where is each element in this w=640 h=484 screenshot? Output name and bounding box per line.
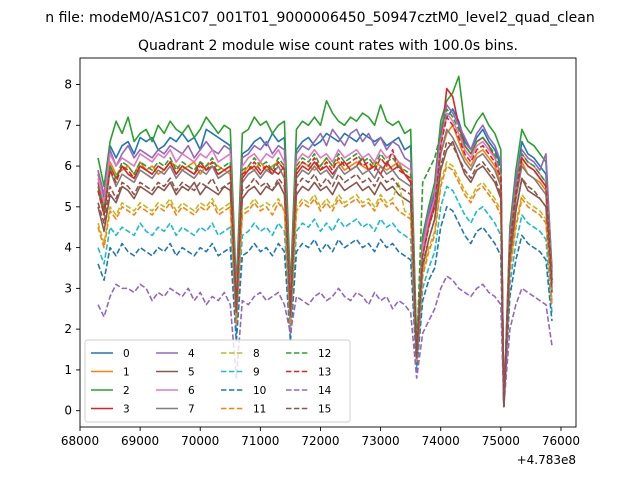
- x-tick-label: 74000: [422, 434, 460, 448]
- legend-label-3: 3: [123, 404, 130, 416]
- series-line-14: [97, 275, 553, 408]
- x-tick-label: 73000: [362, 434, 400, 448]
- y-tick-label: 2: [64, 322, 72, 336]
- series-line-11: [97, 165, 553, 408]
- y-tick-label: 6: [64, 159, 72, 173]
- chart-title: Quadrant 2 module wise count rates with …: [138, 38, 518, 54]
- legend-label-6: 6: [188, 385, 195, 397]
- series-line-15: [97, 140, 553, 408]
- x-tick-label: 69000: [121, 434, 159, 448]
- plot-area: 68000 69000 70000 71000 72000 73000 74000 75000…: [61, 57, 580, 448]
- legend-label-15: 15: [318, 404, 331, 416]
- series-line-9: [97, 185, 553, 408]
- y-tick-label: 1: [64, 363, 72, 377]
- y-tick-label: 8: [64, 78, 72, 92]
- y-tick-label: 7: [64, 118, 72, 132]
- legend-label-14: 14: [318, 385, 332, 397]
- legend-label-10: 10: [253, 385, 266, 397]
- legend-label-4: 4: [188, 348, 195, 360]
- legend-label-1: 1: [123, 367, 130, 379]
- legend-label-7: 7: [188, 404, 195, 416]
- legend-label-13: 13: [318, 367, 331, 379]
- x-tick-label: 76000: [542, 434, 580, 448]
- series-line-2: [97, 75, 553, 408]
- legend-label-2: 2: [123, 385, 130, 397]
- series-line-0: [97, 108, 553, 408]
- series-line-6: [97, 112, 553, 408]
- series-line-8: [97, 161, 553, 408]
- legend-label-8: 8: [253, 348, 260, 360]
- series-line-13: [97, 116, 553, 408]
- x-tick-label: 68000: [61, 434, 99, 448]
- legend-label-11: 11: [253, 404, 266, 416]
- x-tick-label: 71000: [241, 434, 279, 448]
- y-tick-label: 0: [64, 404, 72, 418]
- legend-label-0: 0: [123, 348, 130, 360]
- series-line-12: [97, 108, 553, 408]
- y-tick-label: 4: [64, 241, 72, 255]
- y-tick-label: 5: [64, 200, 72, 214]
- legend-box: [84, 339, 351, 423]
- legend-label-12: 12: [318, 348, 331, 360]
- x-tick-label: 72000: [301, 434, 339, 448]
- series-lines: [97, 75, 553, 408]
- series-line-7: [97, 128, 553, 408]
- y-tick-label: 3: [64, 281, 72, 295]
- x-offset-text: +4.783e8: [517, 453, 576, 467]
- series-line-10: [97, 206, 553, 408]
- x-tick-label: 75000: [482, 434, 520, 448]
- x-tick-label: 70000: [181, 434, 219, 448]
- legend-label-9: 9: [253, 367, 260, 379]
- legend-label-5: 5: [188, 367, 195, 379]
- series-line-4: [97, 104, 553, 408]
- figure-suptitle: n file: modeM0/AS1C07_001T01_9000006450_…: [45, 10, 594, 26]
- axes-frame: [79, 57, 577, 428]
- series-line-5: [97, 140, 553, 408]
